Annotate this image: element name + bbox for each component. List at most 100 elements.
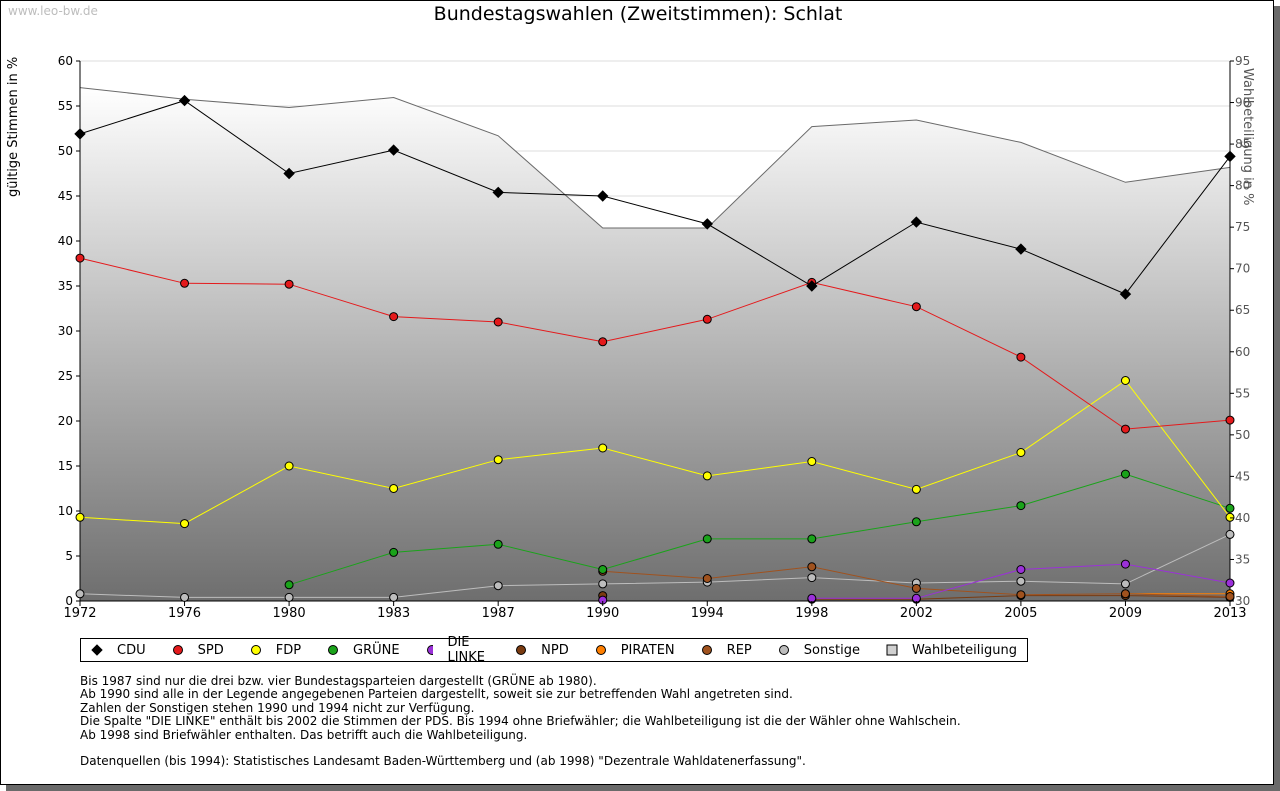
data-point-spd — [75, 253, 85, 263]
legend-marker — [886, 644, 898, 656]
notes: Bis 1987 sind nur die drei bzw. vier Bun… — [80, 674, 961, 768]
data-point-gr-ne — [1120, 469, 1130, 479]
note-line: Die Spalte "DIE LINKE" enthält bis 2002 … — [80, 714, 961, 729]
x-tick-label: 1980 — [273, 606, 306, 621]
legend-label: CDU — [117, 642, 146, 658]
x-tick-label: 1987 — [482, 606, 515, 621]
legend-item: SPD — [172, 643, 224, 658]
legend-marker — [778, 645, 789, 655]
chart-svg: 0 5 10 15 20 25 30 35 40 45 50 55 60 30 35 40 45 50 55 60 65… — [58, 54, 1251, 621]
x-tick-label: 1990 — [586, 606, 619, 621]
y2-tick-label: 85 — [1235, 137, 1250, 151]
legend-item: Wahlbeteiligung — [886, 643, 1017, 658]
legend: CDU SPD FDP GRÜNE DIE LINKE NPD PIRATEN REP Sons… — [80, 635, 1028, 665]
data-point-spd — [1016, 352, 1026, 362]
legend-item: DIE LINKE — [426, 635, 490, 665]
data-point-fdp — [1016, 448, 1026, 457]
y-tick-label: 25 — [58, 369, 73, 383]
data-point-cdu — [597, 190, 609, 202]
data-point-spd — [911, 302, 921, 312]
data-point-gr-ne — [807, 534, 817, 544]
y-tick-label: 15 — [58, 459, 73, 473]
data-point-rep — [1016, 590, 1026, 600]
y2-tick-label: 90 — [1235, 96, 1250, 110]
data-point-cdu — [178, 94, 191, 107]
data-point-fdp — [284, 461, 294, 471]
legend-label: REP — [726, 642, 752, 658]
series-line-fdp — [79, 379, 1231, 525]
legend-label: Wahlbeteiligung — [911, 642, 1017, 658]
data-point-sonstige — [807, 573, 817, 583]
x-tick-label: 1972 — [63, 606, 96, 621]
y-axis-label-left: gültige Stimmen in % — [6, 56, 21, 197]
data-point-spd — [598, 337, 608, 347]
legend-marker — [426, 645, 434, 655]
data-point-spd — [180, 278, 190, 288]
legend-marker — [595, 645, 606, 655]
data-point-spd — [702, 314, 712, 324]
note-line: Zahlen der Sonstigen stehen 1990 und 199… — [80, 700, 475, 715]
note-line: Ab 1998 sind Briefwähler enthalten. Das … — [80, 727, 528, 742]
data-point-cdu — [283, 167, 295, 180]
y-tick-label: 35 — [58, 279, 73, 293]
y-tick-label: 40 — [58, 234, 73, 248]
x-tick-label: 1994 — [691, 606, 724, 621]
data-point-gr-ne — [493, 539, 503, 549]
y2-tick-label: 95 — [1235, 54, 1250, 68]
y-tick-label: 20 — [58, 414, 73, 428]
chart-title: Bundestagswahlen (Zweitstimmen): Schlat — [433, 3, 843, 25]
y2-tick-label: 35 — [1235, 552, 1250, 566]
legend-marker — [328, 645, 339, 655]
legend-label: NPD — [541, 642, 569, 658]
data-point-fdp — [911, 484, 921, 494]
data-point-fdp — [75, 512, 85, 522]
y2-tick-label: 50 — [1235, 428, 1250, 442]
data-point-rep — [1120, 589, 1130, 599]
turnout-area — [80, 87, 1230, 602]
data-point-cdu — [701, 218, 713, 230]
data-point-sonstige — [1225, 529, 1235, 539]
data-point-gr-ne — [1016, 501, 1026, 511]
data-point-sonstige — [493, 581, 503, 591]
y2-tick-label: 60 — [1235, 345, 1250, 359]
data-point-die-linke — [1225, 578, 1235, 588]
data-point-fdp — [493, 455, 503, 465]
y2-tick-label: 55 — [1235, 386, 1250, 400]
data-point-rep — [807, 562, 817, 572]
data-point-die-linke — [1120, 559, 1130, 569]
legend-marker — [91, 644, 103, 656]
data-point-rep — [702, 574, 712, 583]
legend-label: FDP — [275, 642, 302, 658]
data-point-cdu — [387, 144, 400, 156]
y-tick-label: 50 — [58, 144, 73, 158]
y2-tick-label: 30 — [1235, 594, 1250, 608]
y2-tick-label: 45 — [1235, 469, 1250, 483]
turnout-line — [79, 87, 1231, 229]
y-tick-label: 60 — [58, 54, 73, 68]
data-point-sonstige — [1120, 579, 1130, 589]
y2-tick-label: 75 — [1235, 220, 1250, 234]
legend-marker — [701, 645, 712, 655]
legend-label: GRÜNE — [353, 642, 400, 658]
y-axis-label-right: Wahlbeteiligung in % — [1240, 68, 1255, 206]
data-point-sonstige — [180, 592, 190, 602]
legend-label: Sonstige — [803, 642, 860, 658]
y2-tick-label: 65 — [1235, 303, 1250, 317]
watermark: www.leo-bw.de — [8, 4, 98, 18]
x-tick-label: 2009 — [1109, 606, 1142, 621]
y2-tick-label: 40 — [1235, 511, 1250, 525]
data-point-sonstige — [1016, 576, 1026, 586]
legend-item: CDU — [91, 643, 146, 658]
legend-item: Sonstige — [778, 643, 860, 658]
data-point-cdu — [492, 186, 504, 199]
legend-item: GRÜNE — [327, 643, 400, 658]
data-point-spd — [284, 279, 294, 289]
x-tick-label: 2005 — [1004, 606, 1037, 621]
y2-tick-label: 70 — [1235, 262, 1250, 276]
legend-label: PIRATEN — [620, 642, 675, 658]
y-tick-label: 45 — [58, 189, 73, 203]
data-point-gr-ne — [389, 547, 399, 557]
data-point-sonstige — [75, 589, 85, 599]
legend-item: NPD — [515, 643, 569, 658]
data-point-fdp — [180, 519, 190, 529]
